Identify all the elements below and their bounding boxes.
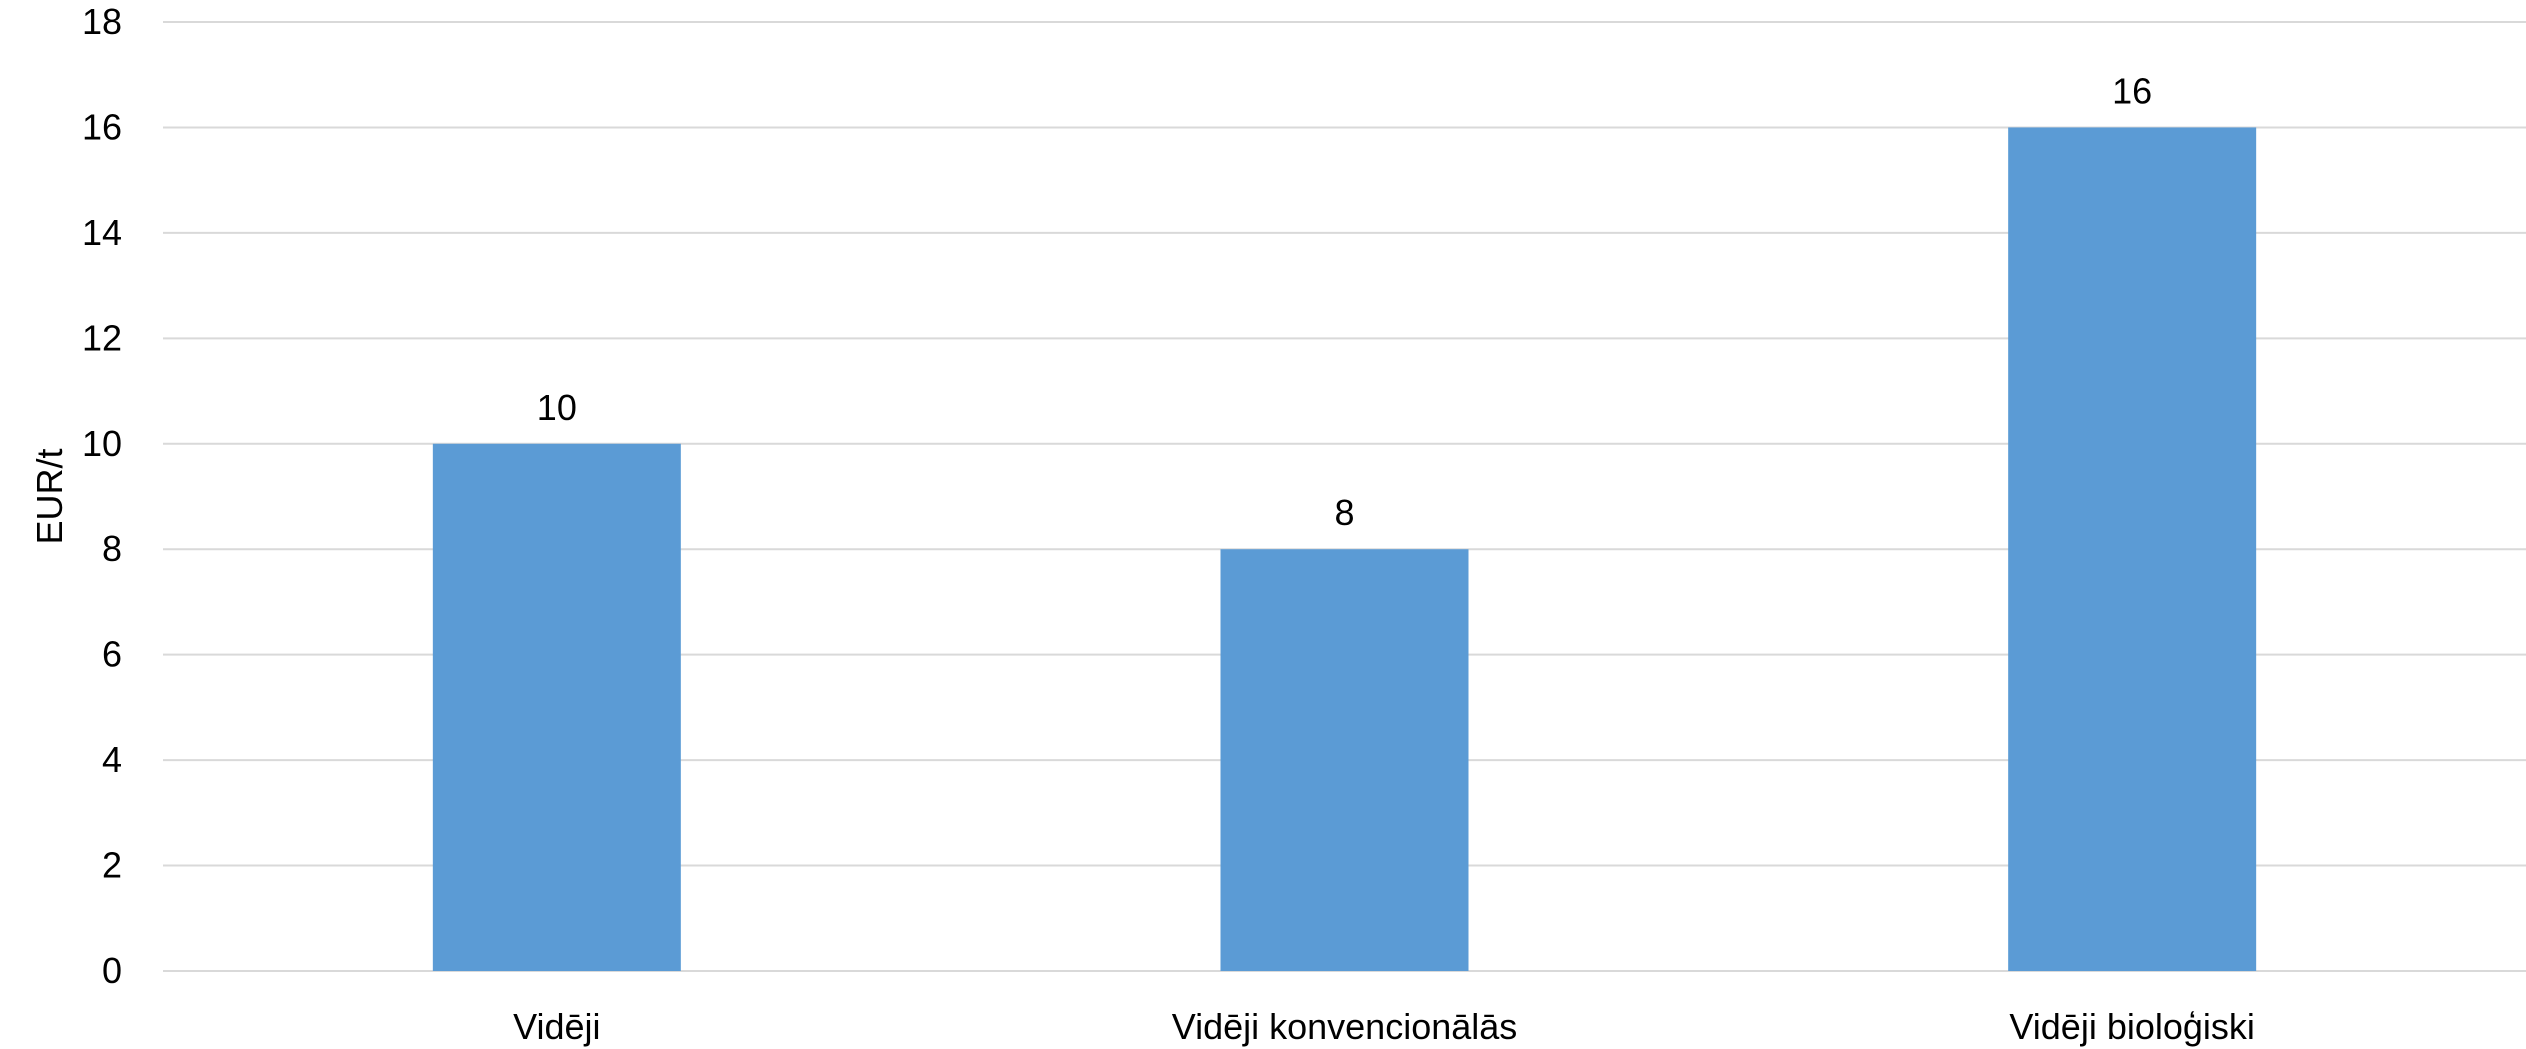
y-tick-label: 18	[82, 1, 122, 42]
y-tick-label: 8	[102, 528, 122, 569]
bars	[432, 127, 2257, 971]
y-tick-label: 16	[82, 106, 122, 147]
y-tick-label: 6	[102, 634, 122, 675]
data-label: 8	[1334, 492, 1354, 533]
data-label: 10	[537, 387, 577, 428]
bar	[2008, 127, 2257, 971]
data-label: 16	[2112, 70, 2152, 111]
data-labels: 10 8 16	[537, 70, 2152, 533]
y-tick-label: 2	[102, 845, 122, 886]
x-axis-categories: Vidēji Vidēji konvencionālās Vidēji bioloģ…	[513, 1006, 2255, 1047]
y-tick-label: 14	[82, 212, 122, 253]
category-label: Vidēji konvencionālās	[1172, 1006, 1518, 1047]
bar	[1220, 549, 1469, 971]
y-tick-label: 10	[82, 423, 122, 464]
category-label: Vidēji bioloģiski	[2009, 1006, 2254, 1047]
y-axis-title: EUR/t	[29, 448, 70, 544]
y-tick-label: 4	[102, 739, 122, 780]
category-label: Vidēji	[513, 1006, 600, 1047]
y-axis-ticks: 0 2 4 6 8 10 12 14 16 18	[82, 1, 122, 991]
bar	[432, 443, 681, 971]
y-tick-label: 12	[82, 317, 122, 358]
y-tick-label: 0	[102, 950, 122, 991]
